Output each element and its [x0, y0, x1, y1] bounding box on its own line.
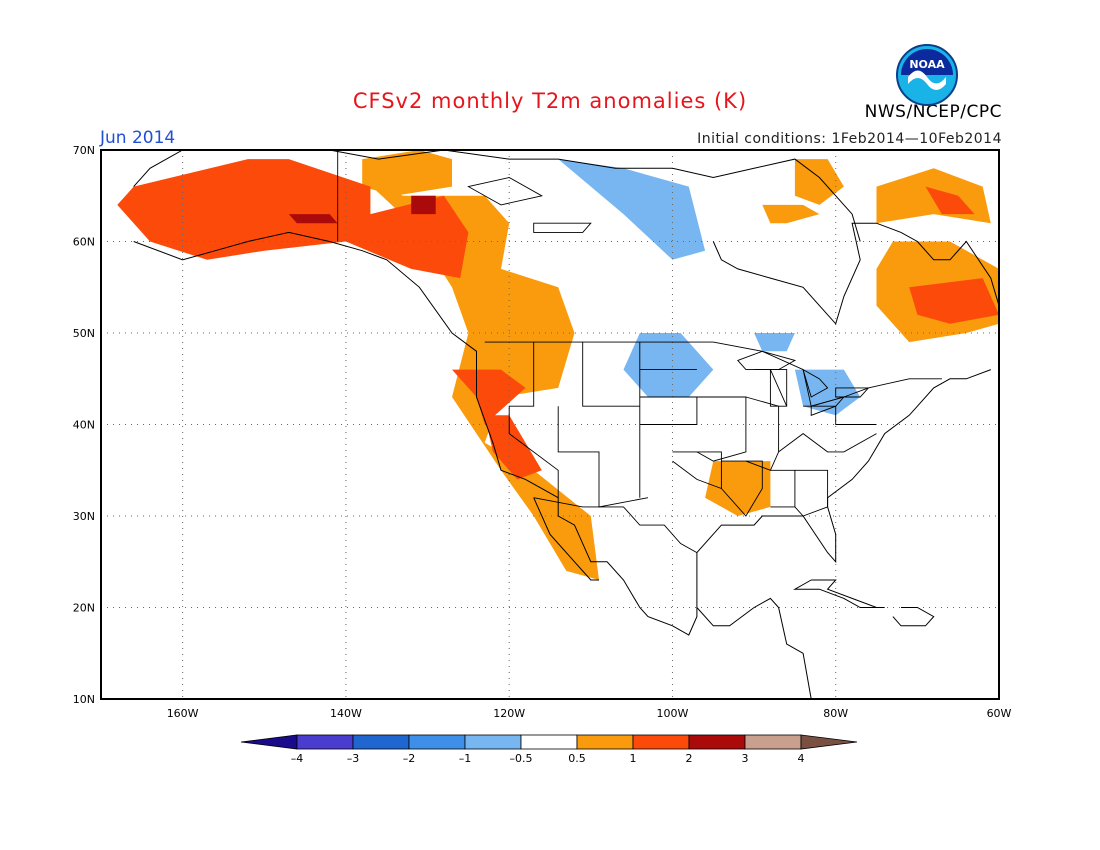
- anomaly-region: [794, 159, 844, 205]
- colorbar-label: –0.5: [510, 752, 533, 765]
- colorbar-bin: [632, 734, 690, 750]
- colorbar-label: 4: [798, 752, 805, 765]
- colorbar-label: –4: [291, 752, 304, 765]
- political-border: [582, 342, 641, 498]
- anomaly-region: [484, 415, 542, 480]
- lat-tick-label: 10N: [73, 693, 95, 706]
- political-border: [533, 497, 698, 553]
- lon-tick-label: 100W: [657, 707, 689, 720]
- colorbar-label: 1: [630, 752, 637, 765]
- anomaly-layer: [117, 150, 999, 580]
- colorbar-arrow-low: [240, 734, 298, 750]
- colorbar-bin: [576, 734, 634, 750]
- political-border: [794, 469, 829, 517]
- anomaly-region: [411, 195, 436, 215]
- colorbar-bin: [352, 734, 410, 750]
- coastline: [133, 231, 991, 636]
- lake-outline: [802, 368, 829, 398]
- colorbar-arrow-high: [800, 734, 858, 750]
- anomaly-region: [794, 369, 861, 416]
- lon-tick-label: 120W: [493, 707, 525, 720]
- initial-conditions: Initial conditions: 1Feb2014—10Feb2014: [697, 131, 1002, 147]
- lon-tick-label: 140W: [330, 707, 362, 720]
- colorbar-label: 2: [686, 752, 693, 765]
- colorbar-bin: [464, 734, 522, 750]
- lat-tick-label: 50N: [73, 327, 95, 340]
- lon-tick-label: 60W: [987, 707, 1012, 720]
- lat-tick-label: 70N: [73, 144, 95, 157]
- lat-tick-labels: 10N 20N 30N 40N 50N 60N 70N: [73, 144, 95, 706]
- noaa-logo: NOAA: [896, 44, 958, 106]
- coastline: [792, 579, 885, 608]
- anomaly-region: [623, 333, 714, 397]
- political-border: [639, 396, 698, 425]
- political-border: [557, 406, 649, 508]
- colorbar-label: –1: [459, 752, 472, 765]
- coastline-layer: [133, 150, 999, 699]
- lat-tick-label: 20N: [73, 602, 95, 615]
- political-border: [721, 460, 763, 517]
- coastline: [712, 222, 999, 325]
- lon-tick-label: 80W: [823, 707, 848, 720]
- map-title: CFSv2 monthly T2m anomalies (K): [352, 89, 748, 113]
- colorbar-label: –3: [347, 752, 360, 765]
- political-border: [508, 342, 559, 498]
- coastline: [696, 597, 812, 699]
- colorbar-bin: [408, 734, 466, 750]
- lon-tick-labels: 160W 140W 120W 100W 80W 60W: [167, 707, 1012, 720]
- colorbar-bin: [744, 734, 802, 750]
- anomaly-region: [754, 333, 795, 352]
- coastline: [892, 607, 935, 627]
- logo-text: NOAA: [909, 58, 945, 71]
- anomaly-region: [558, 159, 706, 260]
- colorbar-label: 0.5: [568, 752, 586, 765]
- political-border: [696, 396, 747, 462]
- political-border: [745, 396, 780, 471]
- colorbar: –4 –3 –2 –1 –0.5 0.5 1 2 3 4: [240, 734, 858, 765]
- colorbar-bin: [520, 734, 578, 750]
- anomaly-region: [705, 461, 771, 516]
- anomaly-region: [762, 204, 820, 224]
- lon-tick-label: 160W: [167, 707, 199, 720]
- lake-outline: [769, 369, 788, 407]
- colorbar-bin: [688, 734, 746, 750]
- lake-outline: [533, 222, 592, 233]
- organization-label: NWS/NCEP/CPC: [864, 102, 1002, 122]
- lat-tick-label: 30N: [73, 510, 95, 523]
- forecast-month: Jun 2014: [100, 128, 176, 148]
- lake-outline: [810, 396, 846, 416]
- coastline: [133, 150, 861, 242]
- anomaly-region: [452, 369, 526, 425]
- lake-outline: [467, 177, 544, 206]
- political-border: [778, 433, 877, 453]
- coastline: [533, 497, 599, 581]
- lake-outline: [737, 350, 797, 371]
- anomaly-region: [362, 150, 452, 196]
- lake-outline: [835, 387, 870, 398]
- anomaly-region: [288, 214, 338, 224]
- lat-tick-label: 60N: [73, 236, 95, 249]
- lat-tick-label: 40N: [73, 419, 95, 432]
- colorbar-label: –2: [403, 752, 416, 765]
- colorbar-bin: [296, 734, 354, 750]
- political-border: [770, 469, 796, 508]
- anomaly-region: [925, 186, 975, 215]
- anomaly-region: [909, 278, 999, 324]
- political-border: [803, 405, 877, 425]
- colorbar-label: 3: [742, 752, 749, 765]
- map-frame: [100, 149, 1000, 700]
